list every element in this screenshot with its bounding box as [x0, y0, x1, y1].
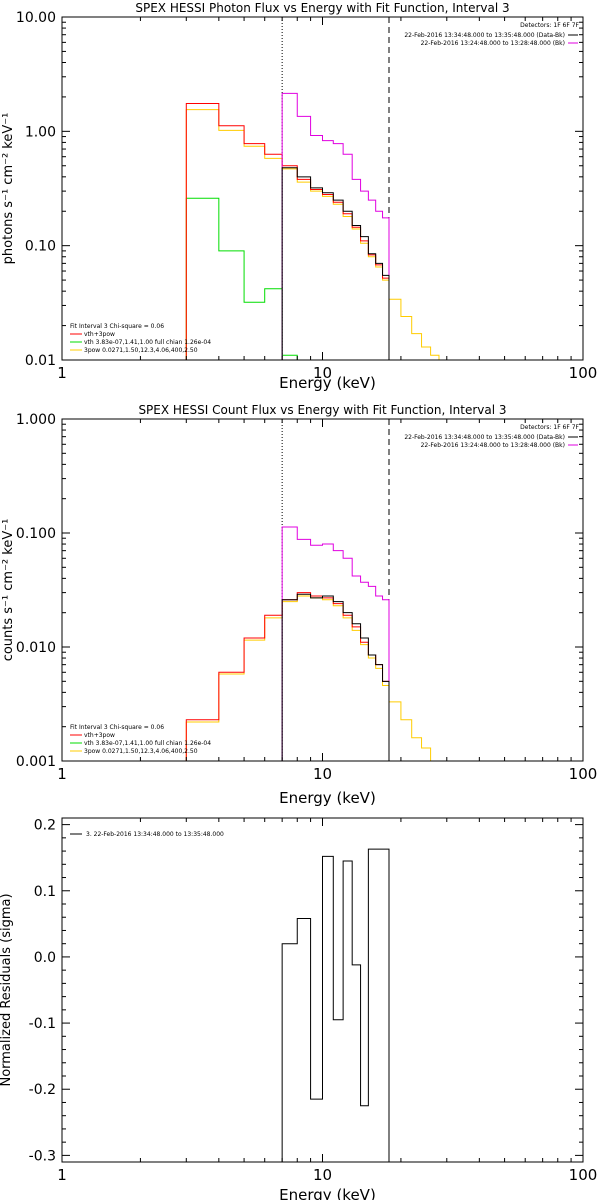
chart-title: SPEX HESSI Count Flux vs Energy with Fit…	[138, 403, 506, 417]
y-tick-label: 0.1	[34, 884, 56, 900]
series-total	[185, 103, 390, 360]
x-tick-label: 1	[57, 364, 67, 382]
legend-residual-entry: 3. 22-Feb-2016 13:34:48.000 to 13:35:48.…	[86, 831, 224, 838]
y-tick-label: 0.100	[16, 526, 56, 542]
legend-top-entry: 22-Feb-2016 13:24:48.000 to 13:28:48.000…	[421, 40, 565, 47]
plot-area	[281, 848, 390, 1162]
chart-panel-1: 1 10 100 0.01 0.10 1.00 10.00 SPEX HESSI Photon…	[1, 1, 597, 392]
legend-top-entry: 22-Feb-2016 13:34:48.000 to 13:35:48.000…	[404, 434, 565, 441]
y-tick-label: 0.2	[34, 818, 56, 834]
series-background	[281, 92, 390, 360]
plot-area	[185, 419, 439, 761]
y-tick-label: 0.01	[25, 353, 56, 369]
y-tick-label: 1.00	[25, 124, 56, 140]
y-tick-label: -0.3	[29, 1148, 56, 1164]
x-axis-label: Energy (keV)	[279, 789, 376, 807]
series-power	[185, 109, 447, 360]
y-tick-label: 0.010	[16, 640, 56, 656]
legend-bottom-entry: 3pow 0.0271,1.50,12.3,4.06,400,2.50	[84, 347, 198, 354]
legend-bottom-entry: Fit Interval 3 Chi-square = 0.06	[70, 323, 164, 330]
x-axis-label: Energy (keV)	[279, 374, 376, 392]
chart-panel-2: 1 10 100 0.001 0.010 0.100 1.000 SPEX HESSI Cou…	[1, 403, 597, 807]
series-data	[281, 167, 390, 360]
legend-top-entry: 22-Feb-2016 13:34:48.000 to 13:35:48.000…	[404, 32, 565, 39]
legend-bottom-entry: vth+3pow	[84, 732, 115, 739]
y-tick-label: 0.001	[16, 754, 56, 770]
x-tick-label: 1	[57, 765, 67, 783]
x-tick-label: 10	[313, 765, 332, 783]
x-axis-label: Energy (keV)	[279, 1186, 376, 1200]
detectors-label: Detectors: 1F 6F 7F	[520, 22, 579, 29]
series-data	[281, 593, 390, 761]
legend-bottom-entry: vth 3.83e-07,1.41,1.00 full chian 1.26e-…	[84, 740, 211, 747]
x-tick-label: 10	[313, 1166, 332, 1184]
series-data	[281, 848, 390, 1162]
series-thermal	[185, 197, 298, 360]
series-background	[281, 526, 390, 761]
plot-area	[185, 17, 447, 360]
y-tick-label: -0.1	[29, 1016, 56, 1032]
x-tick-label: 1	[57, 1166, 67, 1184]
chart-panel-3: 1 10 100 -0.3 -0.2 -0.1 0.0 0.1 0.2 Energy (keV) N…	[0, 817, 598, 1200]
y-axis-label: Normalized Residuals (sigma)	[0, 893, 14, 1086]
y-tick-label: 0.10	[25, 239, 56, 255]
y-tick-label: -0.2	[29, 1082, 56, 1098]
series-total	[185, 592, 390, 761]
legend-bottom-entry: 3pow 0.0271,1.50,12.3,4.06,400,2.50	[84, 748, 198, 755]
y-axis-label: counts s⁻¹ cm⁻² keV⁻¹	[1, 519, 16, 662]
x-tick-label: 100	[569, 1166, 598, 1184]
x-tick-label: 100	[569, 364, 598, 382]
legend-bottom-entry: vth+3pow	[84, 331, 115, 338]
y-tick-label: 1.000	[16, 412, 56, 428]
y-tick-label: 0.0	[34, 950, 56, 966]
chart-title: SPEX HESSI Photon Flux vs Energy with Fi…	[135, 1, 509, 15]
series-power	[185, 595, 439, 761]
x-tick-label: 100	[569, 765, 598, 783]
axes-box	[61, 418, 584, 762]
x-tick-label: 10	[313, 364, 332, 382]
detectors-label: Detectors: 1F 6F 7F	[520, 424, 579, 431]
legend-bottom-entry: Fit Interval 3 Chi-square = 0.06	[70, 724, 164, 731]
y-tick-label: 10.00	[16, 10, 56, 26]
y-axis-label: photons s⁻¹ cm⁻² keV⁻¹	[1, 113, 16, 265]
legend-top-entry: 22-Feb-2016 13:24:48.000 to 13:28:48.000…	[421, 442, 565, 449]
legend-bottom-entry: vth 3.83e-07,1.41,1.00 full chian 1.26e-…	[84, 339, 211, 346]
